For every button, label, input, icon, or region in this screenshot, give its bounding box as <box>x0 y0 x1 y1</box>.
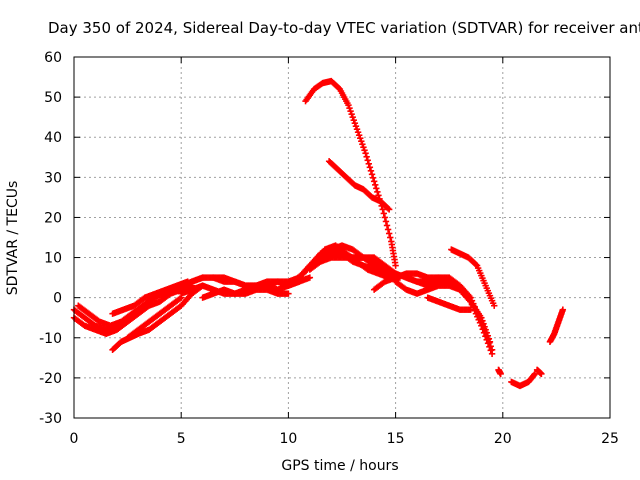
data-point <box>358 138 365 145</box>
series-track-17 <box>325 158 393 213</box>
plot-frame <box>73 56 611 419</box>
data-point <box>384 226 392 233</box>
x-axis-ticks: 0 5 10 15 20 25 <box>70 57 619 447</box>
data-point <box>361 147 368 154</box>
x-tick-label: 0 <box>70 431 79 447</box>
data-point <box>355 132 363 139</box>
data-point <box>392 262 399 269</box>
y-tick-label: -10 <box>39 331 62 347</box>
y-tick-label: 0 <box>53 291 62 307</box>
y-tick-label: -30 <box>39 411 62 427</box>
data-point <box>372 181 379 189</box>
data-point <box>363 153 370 160</box>
data-point <box>352 122 360 130</box>
series-track-21 <box>403 274 494 345</box>
y-tick-label: 60 <box>44 50 62 66</box>
x-tick-label: 25 <box>601 431 619 447</box>
data-point <box>531 370 539 378</box>
y-axis-label: SDTVAR / TECUs <box>5 181 21 296</box>
data-point <box>360 144 367 151</box>
data-point <box>357 135 364 142</box>
series-track-27 <box>546 306 567 345</box>
series-track-22 <box>424 294 474 313</box>
data-point <box>374 188 381 196</box>
data-point <box>497 370 504 378</box>
data-point <box>472 261 480 268</box>
data-point <box>346 104 353 112</box>
y-tick-label: 30 <box>44 170 62 186</box>
data-point <box>486 338 494 345</box>
data-point <box>370 178 378 185</box>
data-point <box>359 141 366 148</box>
data-point <box>373 185 380 192</box>
x-tick-label: 5 <box>177 431 186 447</box>
series-track-03 <box>75 282 189 329</box>
x-axis-label: GPS time / hours <box>281 458 398 474</box>
data-point <box>349 113 356 121</box>
data-point <box>530 371 538 379</box>
series-track-09 <box>199 286 292 301</box>
y-tick-label: 20 <box>44 210 62 226</box>
data-point <box>347 107 354 115</box>
data-point <box>385 206 393 213</box>
data-point <box>484 332 491 339</box>
data-point <box>487 343 494 350</box>
data-point <box>385 230 393 237</box>
data-point <box>364 157 371 164</box>
data-point <box>354 129 362 136</box>
data-point <box>285 290 292 297</box>
data-point <box>479 317 486 324</box>
x-tick-label: 20 <box>494 431 512 447</box>
y-tick-label: 40 <box>44 130 62 146</box>
data-point <box>491 302 498 309</box>
data-point <box>306 274 314 281</box>
series-track-25 <box>508 370 539 390</box>
x-tick-label: 15 <box>387 431 405 447</box>
series-track-24 <box>495 366 504 378</box>
series-track-26 <box>533 366 545 378</box>
data-point <box>381 214 389 221</box>
data-point <box>485 335 493 342</box>
chart-title: Day 350 of 2024, Sidereal Day-to-day VTE… <box>48 19 640 37</box>
data-point <box>367 167 375 175</box>
x-tick-label: 10 <box>279 431 297 447</box>
series-track-23 <box>448 246 498 309</box>
data-point <box>559 306 567 313</box>
data-point <box>380 210 388 217</box>
data-point <box>384 205 392 212</box>
series-track-16 <box>302 77 399 269</box>
data-point <box>365 160 372 167</box>
data-point <box>350 116 357 124</box>
data-point <box>478 314 485 321</box>
data-point <box>467 306 474 313</box>
series-track-06 <box>124 294 185 341</box>
data-point <box>368 171 376 178</box>
grid-lines <box>74 57 610 418</box>
y-tick-label: -20 <box>39 371 62 387</box>
y-axis-ticks: -30 -20 -10 0 10 20 30 40 50 60 <box>39 50 610 427</box>
data-point <box>538 370 545 378</box>
data-points <box>70 77 567 390</box>
data-point <box>353 126 361 133</box>
data-point <box>379 206 386 213</box>
data-point <box>387 234 394 241</box>
data-point <box>345 101 352 109</box>
data-point <box>362 150 369 157</box>
data-point <box>366 164 374 171</box>
data-point <box>480 320 487 327</box>
data-point <box>369 174 377 182</box>
data-point <box>481 323 488 330</box>
data-point <box>382 218 390 225</box>
data-point <box>483 329 490 336</box>
data-point <box>348 110 355 118</box>
y-tick-label: 50 <box>44 90 62 106</box>
series-track-04 <box>109 282 206 354</box>
series-track-05 <box>109 278 191 317</box>
data-point <box>488 346 496 354</box>
data-point <box>383 222 391 229</box>
y-tick-label: 10 <box>44 251 62 267</box>
data-point <box>482 326 489 333</box>
data-point <box>351 119 359 127</box>
